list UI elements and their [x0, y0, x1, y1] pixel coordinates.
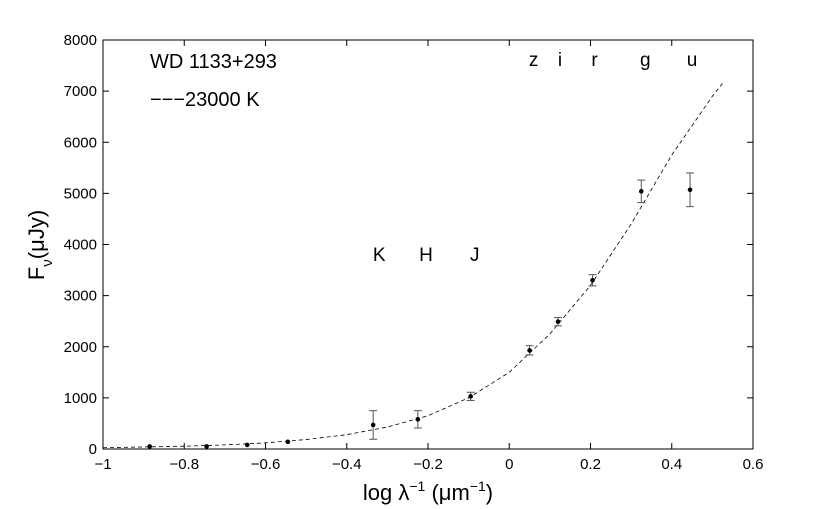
- x-tick-label: −0.6: [251, 456, 281, 473]
- data-point: [147, 444, 153, 449]
- band-label-optical: g: [640, 50, 651, 71]
- y-tick-label: 8000: [64, 32, 97, 49]
- data-point: [415, 417, 421, 422]
- band-label-ir: H: [419, 245, 433, 266]
- y-tick-label: 2000: [64, 339, 97, 356]
- data-point: [244, 442, 250, 448]
- band-label-optical: i: [558, 50, 562, 71]
- band-labels: z i r g u K H J: [373, 50, 697, 266]
- band-label-optical: z: [529, 50, 539, 71]
- x-axis-label-main: log λ: [363, 480, 409, 505]
- x-axis-label-unit-close: ): [486, 480, 493, 505]
- data-point: [555, 319, 561, 324]
- x-tick-label: 0: [505, 456, 513, 473]
- y-tick-label: 0: [89, 441, 97, 458]
- y-tick-label: 7000: [64, 83, 97, 100]
- y-tick-label: 5000: [64, 185, 97, 202]
- data-point: [638, 189, 644, 194]
- model-curve-line: [102, 83, 723, 449]
- model-curve: [102, 83, 723, 449]
- y-axis-label: Fν(μJy): [24, 210, 56, 280]
- y-axis-label-rest: (μJy): [24, 210, 49, 259]
- data-point: [204, 444, 209, 449]
- y-tick-label: 3000: [64, 288, 97, 305]
- band-label-ir: K: [373, 245, 386, 266]
- x-tick-label: −0.2: [413, 456, 443, 473]
- data-point: [370, 422, 376, 428]
- data-points: [147, 172, 695, 449]
- y-tick-label: 1000: [64, 390, 97, 407]
- data-point: [527, 348, 532, 353]
- data-point: [590, 277, 595, 283]
- y-tick-label: 4000: [64, 237, 97, 254]
- x-axis-label-sup: −1: [409, 478, 425, 494]
- y-tick-label: 6000: [64, 134, 97, 151]
- axis-ticks: −1 −0.8 −0.6 −0.4 −0.2 0 0.2 0.4 0.6 0 1000 2000 300…: [64, 32, 764, 473]
- x-tick-label: 0.4: [661, 456, 682, 473]
- annotation-object: WD 1133+293: [150, 51, 277, 73]
- x-tick-label: −0.4: [332, 456, 362, 473]
- x-axis-label-unit-sup: −1: [470, 478, 486, 494]
- band-label-ir: J: [470, 245, 480, 266]
- x-tick-label: 0.6: [743, 456, 764, 473]
- x-tick-label: −0.8: [169, 456, 199, 473]
- x-axis-label: log λ−1 (μm−1): [363, 478, 493, 505]
- data-point: [285, 439, 291, 445]
- x-tick-label: −1: [94, 456, 111, 473]
- x-tick-label: 0.2: [580, 456, 601, 473]
- y-axis-label-main: F: [24, 267, 49, 280]
- band-label-optical: u: [687, 50, 698, 71]
- x-axis-label-unit-open: (μm: [425, 480, 469, 505]
- band-label-optical: r: [591, 50, 598, 71]
- data-point: [468, 394, 473, 399]
- annotation-model: −−−23000 K: [150, 89, 260, 111]
- y-axis-label-sub: ν: [39, 259, 56, 267]
- data-point: [687, 187, 693, 193]
